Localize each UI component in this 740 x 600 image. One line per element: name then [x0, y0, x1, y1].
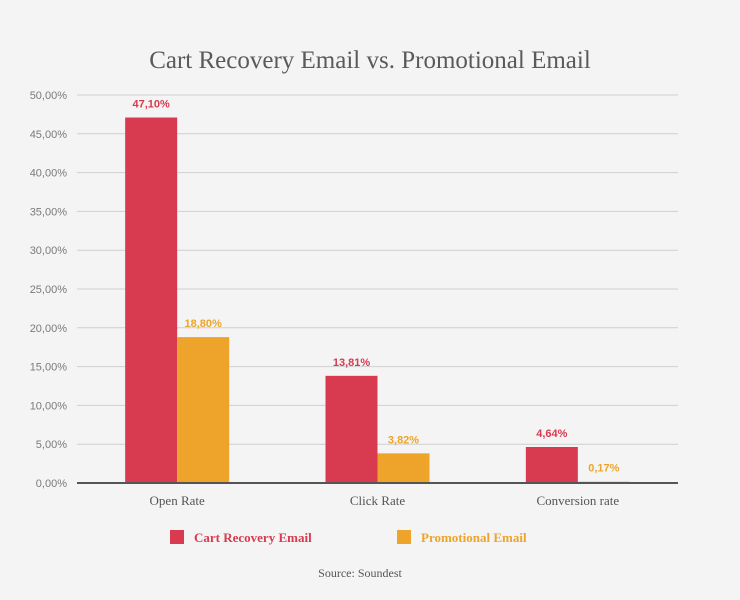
y-tick-label: 15,00%: [30, 362, 68, 374]
category-label: Conversion rate: [536, 493, 619, 508]
bar: [525, 446, 578, 483]
data-label: 4,64%: [536, 428, 567, 440]
y-tick-label: 30,00%: [30, 245, 68, 257]
category-labels: Open Rate Click Rate Conversion rate: [150, 493, 620, 508]
legend-label-cart-recovery: Cart Recovery Email: [194, 530, 312, 545]
bars: [125, 117, 630, 483]
data-label: 47,10%: [133, 99, 171, 111]
bar: [325, 375, 378, 483]
data-label: 3,82%: [388, 434, 419, 446]
y-tick-label: 35,00%: [30, 206, 68, 218]
y-tick-label: 45,00%: [30, 129, 68, 141]
y-tick-label: 50,00%: [30, 90, 68, 102]
legend-swatch-cart-recovery: [170, 530, 184, 544]
data-label: 0,17%: [588, 463, 619, 475]
y-axis-ticks: 0,00% 5,00% 10,00% 15,00% 20,00% 25,00% 30,00%…: [30, 90, 68, 490]
y-tick-label: 40,00%: [30, 168, 68, 180]
y-tick-label: 0,00%: [36, 478, 67, 490]
data-label: 13,81%: [333, 357, 371, 369]
y-tick-label: 25,00%: [30, 284, 68, 296]
data-label: 18,80%: [185, 318, 223, 330]
bar: [125, 117, 178, 483]
y-tick-label: 20,00%: [30, 323, 68, 335]
bar: [377, 453, 430, 483]
y-tick-label: 5,00%: [36, 439, 67, 451]
category-label: Open Rate: [150, 493, 205, 508]
y-tick-label: 10,00%: [30, 400, 68, 412]
bar: [177, 337, 230, 483]
chart-title: Cart Recovery Email vs. Promotional Emai…: [149, 47, 591, 74]
legend: Cart Recovery Email Promotional Email: [170, 530, 527, 545]
category-label: Click Rate: [350, 493, 405, 508]
value-labels: 47,10% 18,80% 13,81% 3,82% 4,64% 0,17%: [133, 99, 620, 475]
legend-label-promotional: Promotional Email: [421, 530, 527, 545]
legend-swatch-promotional: [397, 530, 411, 544]
source-note: Source: Soundest: [318, 566, 402, 580]
